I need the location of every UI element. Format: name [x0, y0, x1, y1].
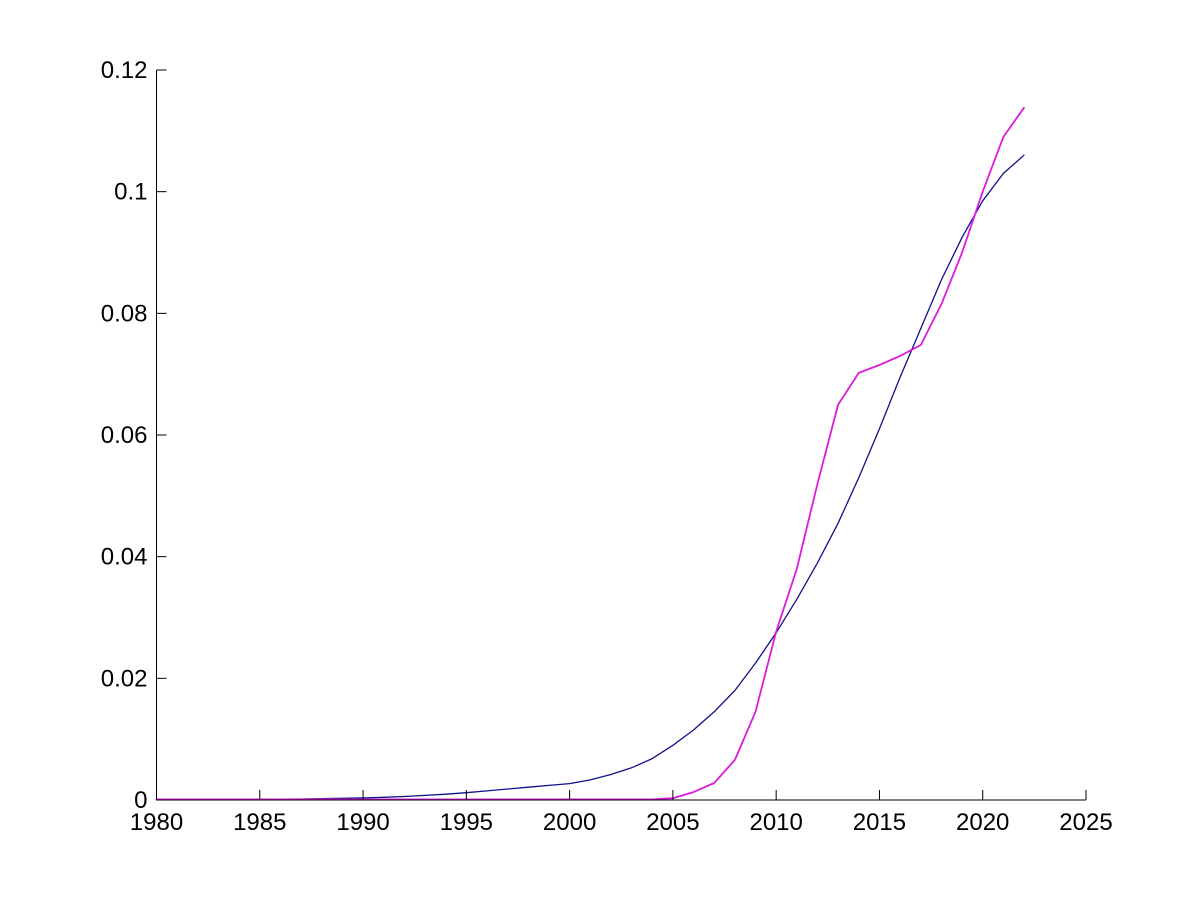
y-tick-label: 0.02 [101, 665, 148, 692]
y-tick-label: 0 [134, 787, 147, 814]
x-tick-label: 1990 [336, 809, 389, 836]
y-tick-label: 0.12 [101, 57, 148, 84]
x-tick-label: 1980 [130, 809, 183, 836]
x-tick-label: 2000 [543, 809, 596, 836]
x-tick-label: 1995 [440, 809, 493, 836]
x-tick-label: 2005 [646, 809, 699, 836]
magenta-stepped-series-line [155, 106, 1025, 801]
y-tick-label: 0.06 [101, 422, 148, 449]
y-tick-label: 0.04 [101, 544, 148, 571]
x-tick-label: 2025 [1059, 809, 1112, 836]
y-tick-label: 0.1 [114, 179, 147, 206]
x-tick-label: 2020 [956, 809, 1009, 836]
y-tick-label: 0.08 [101, 300, 148, 327]
x-tick-label: 1985 [233, 809, 286, 836]
x-tick-label: 2010 [749, 809, 802, 836]
dark-blue-smooth-series-line [155, 154, 1025, 801]
x-tick-label: 2015 [853, 809, 906, 836]
